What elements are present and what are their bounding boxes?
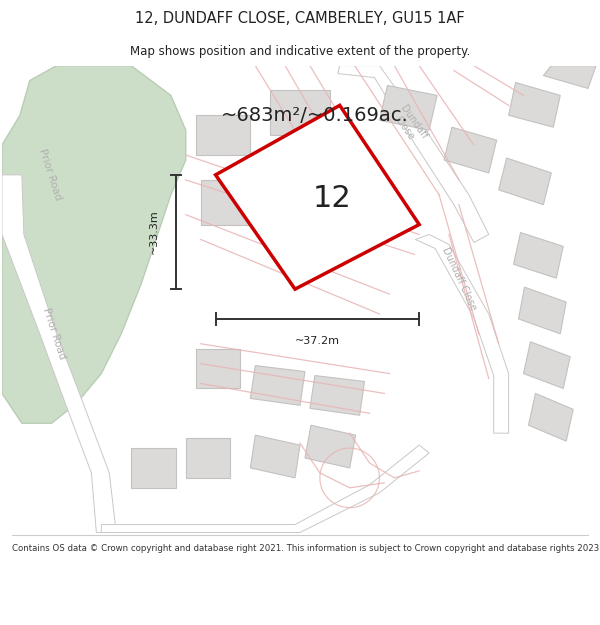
Polygon shape (250, 435, 300, 478)
Polygon shape (338, 66, 489, 243)
Text: ~33.3m: ~33.3m (149, 209, 159, 254)
Polygon shape (499, 158, 551, 205)
Polygon shape (415, 234, 509, 433)
Polygon shape (131, 448, 176, 488)
Text: Dundaff
Close: Dundaff Close (389, 103, 430, 148)
Polygon shape (518, 287, 566, 334)
Polygon shape (524, 342, 570, 389)
Polygon shape (544, 66, 596, 89)
Text: 12: 12 (313, 184, 352, 213)
Polygon shape (529, 393, 573, 441)
Polygon shape (305, 425, 356, 468)
Polygon shape (215, 106, 419, 289)
Polygon shape (186, 438, 230, 478)
Polygon shape (250, 366, 305, 406)
Polygon shape (270, 91, 330, 135)
Polygon shape (101, 445, 429, 532)
Text: 12, DUNDAFF CLOSE, CAMBERLEY, GU15 1AF: 12, DUNDAFF CLOSE, CAMBERLEY, GU15 1AF (135, 11, 465, 26)
Text: Prior Road: Prior Road (41, 307, 67, 361)
Polygon shape (200, 180, 250, 224)
Polygon shape (514, 232, 563, 278)
Polygon shape (379, 86, 437, 130)
Text: Contains OS data © Crown copyright and database right 2021. This information is : Contains OS data © Crown copyright and d… (12, 544, 600, 552)
Polygon shape (2, 66, 186, 423)
Text: Map shows position and indicative extent of the property.: Map shows position and indicative extent… (130, 45, 470, 58)
Polygon shape (196, 115, 250, 155)
Polygon shape (310, 376, 365, 415)
Text: Prior Road: Prior Road (37, 148, 62, 202)
Text: ~37.2m: ~37.2m (295, 336, 340, 346)
Text: ~683m²/~0.169ac.: ~683m²/~0.169ac. (221, 106, 408, 125)
Polygon shape (444, 127, 497, 173)
Polygon shape (196, 349, 241, 389)
Text: Dundaff Close: Dundaff Close (440, 246, 478, 312)
Polygon shape (2, 175, 116, 532)
Polygon shape (509, 82, 560, 127)
